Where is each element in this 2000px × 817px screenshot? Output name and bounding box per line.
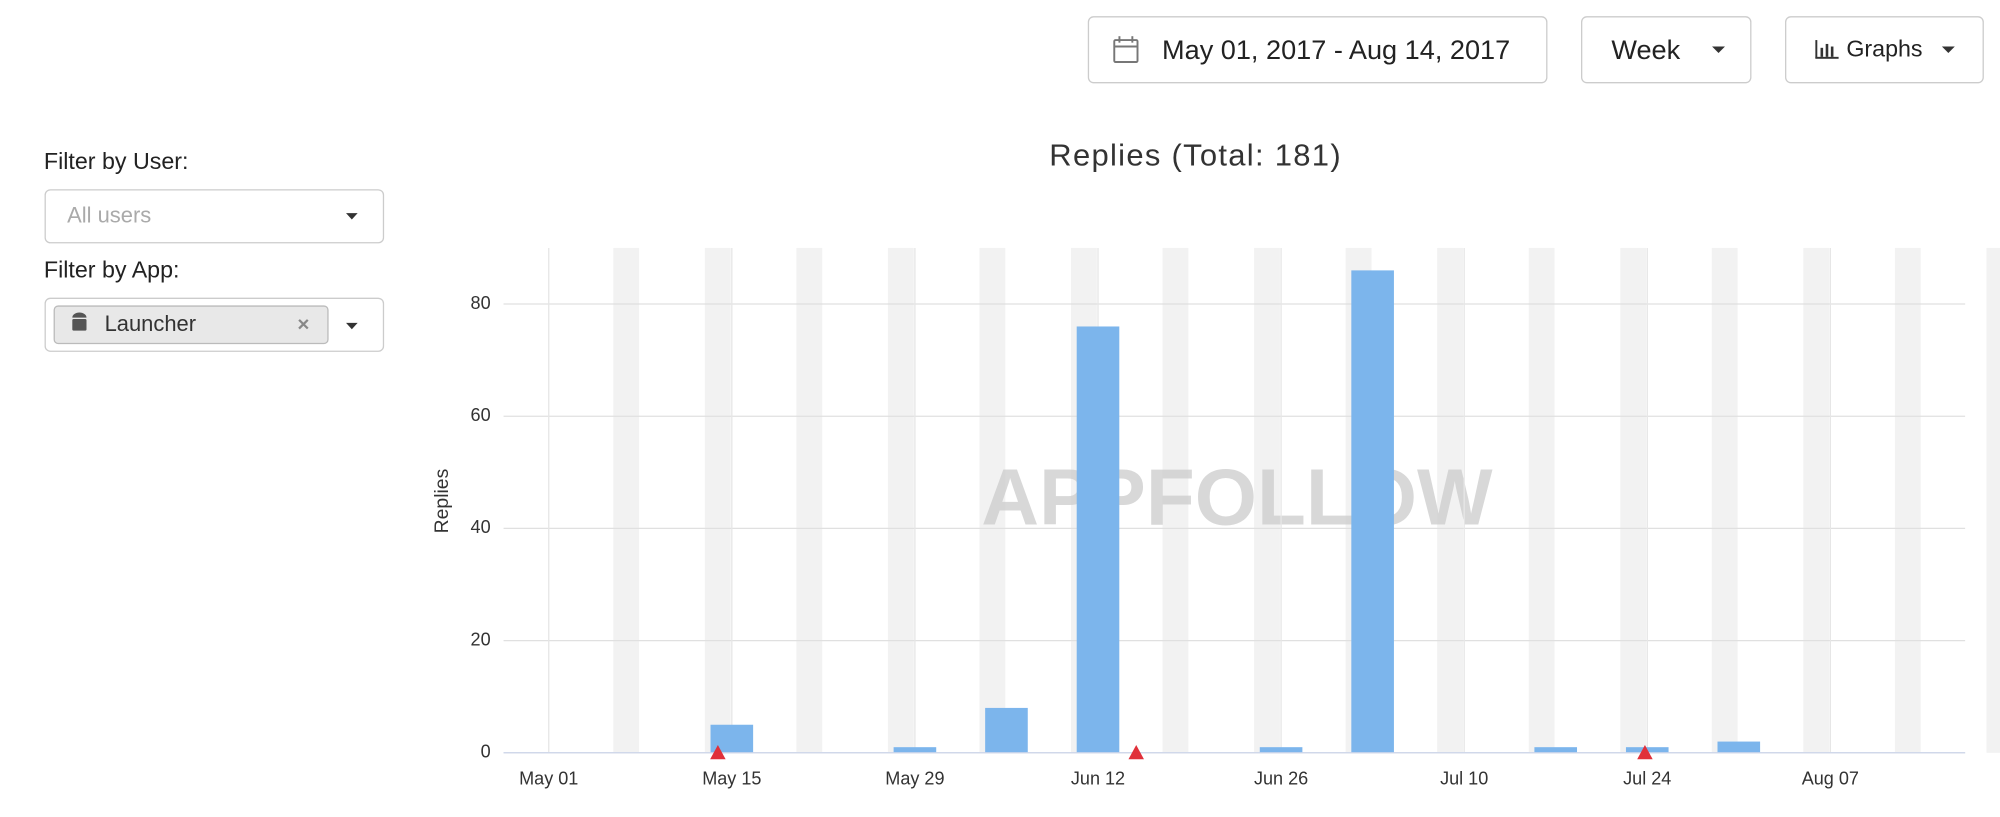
period-select[interactable]: Week	[1581, 16, 1752, 84]
x-tick-label: May 01	[519, 769, 578, 789]
y-tick-label: 40	[471, 517, 491, 537]
plot-band	[796, 247, 823, 753]
android-icon	[72, 312, 87, 331]
bar	[1259, 747, 1303, 753]
x-tick-label: Jun 26	[1254, 769, 1308, 789]
event-marker	[1128, 745, 1144, 760]
bar	[1717, 741, 1761, 753]
plot-band	[979, 247, 1006, 753]
plot-band	[1528, 247, 1555, 753]
date-box[interactable]	[1087, 16, 1548, 84]
x-tick-label: Jun 12	[1071, 769, 1125, 789]
x-tick-label: May 15	[702, 769, 761, 789]
x-tick-label: Jul 24	[1623, 769, 1671, 789]
y-tick-label: 80	[471, 293, 491, 313]
caret	[1941, 46, 1955, 53]
bar	[1534, 747, 1578, 753]
app-select[interactable]: Launcher ×	[44, 297, 385, 352]
date-range[interactable]: May 01, 2017 - Aug 14, 2017	[1162, 34, 1510, 65]
plot-band	[1986, 247, 2000, 753]
y-tick-label: 60	[471, 405, 491, 425]
plot-band	[1437, 247, 1464, 753]
plot-band	[613, 247, 640, 753]
watermark: APPFOLLOW	[981, 453, 1493, 542]
bar	[1351, 270, 1394, 753]
view-box[interactable]	[1785, 16, 1984, 84]
view[interactable]: Graphs	[1846, 36, 1922, 62]
x-tick-label: Jul 10	[1440, 769, 1488, 789]
filter-user-label: Filter by User:	[44, 148, 189, 174]
remove-tag[interactable]: ×	[297, 313, 309, 336]
app-tag[interactable]	[53, 305, 329, 345]
calendar-icon	[1113, 36, 1139, 63]
view-select[interactable]: Graphs	[1785, 16, 1984, 84]
plot-band	[1894, 247, 1921, 753]
bar	[893, 747, 937, 753]
chart: APPFOLLOW 0 20 40 60 80 Replies (Total: 181) Re…	[431, 138, 2000, 789]
y-tick-label: 0	[481, 742, 491, 762]
user-select[interactable]: All users	[44, 189, 385, 244]
caret	[1712, 46, 1725, 53]
event-marker	[710, 745, 726, 760]
plot-band	[1620, 247, 1647, 753]
period-box[interactable]	[1581, 16, 1752, 84]
plot-band	[887, 247, 914, 753]
y-axis-label: Replies	[431, 469, 453, 534]
plot-band	[1803, 247, 1830, 753]
plot-band	[1162, 247, 1189, 753]
x-tick-label: May 29	[885, 769, 944, 789]
bar	[1076, 326, 1120, 753]
period[interactable]: Week	[1611, 34, 1680, 65]
bar	[985, 707, 1028, 753]
plot-band	[1711, 247, 1738, 753]
caret	[346, 213, 358, 220]
user-box[interactable]	[44, 189, 385, 244]
bar-icon	[1815, 40, 1839, 59]
filter-app-label: Filter by App:	[44, 256, 180, 282]
y-tick-label: 20	[471, 629, 491, 649]
app-name: Launcher	[105, 311, 196, 336]
plot-band	[704, 247, 731, 753]
chart-title: Replies (Total: 181)	[1049, 138, 1342, 173]
plot-band	[1254, 247, 1280, 753]
user-placeholder[interactable]: All users	[67, 203, 151, 228]
date-picker[interactable]: May 01, 2017 - Aug 14, 2017	[1087, 16, 1548, 84]
event-marker	[1637, 745, 1653, 760]
x-tick-label: Aug 07	[1802, 769, 1859, 789]
caret	[346, 322, 358, 330]
